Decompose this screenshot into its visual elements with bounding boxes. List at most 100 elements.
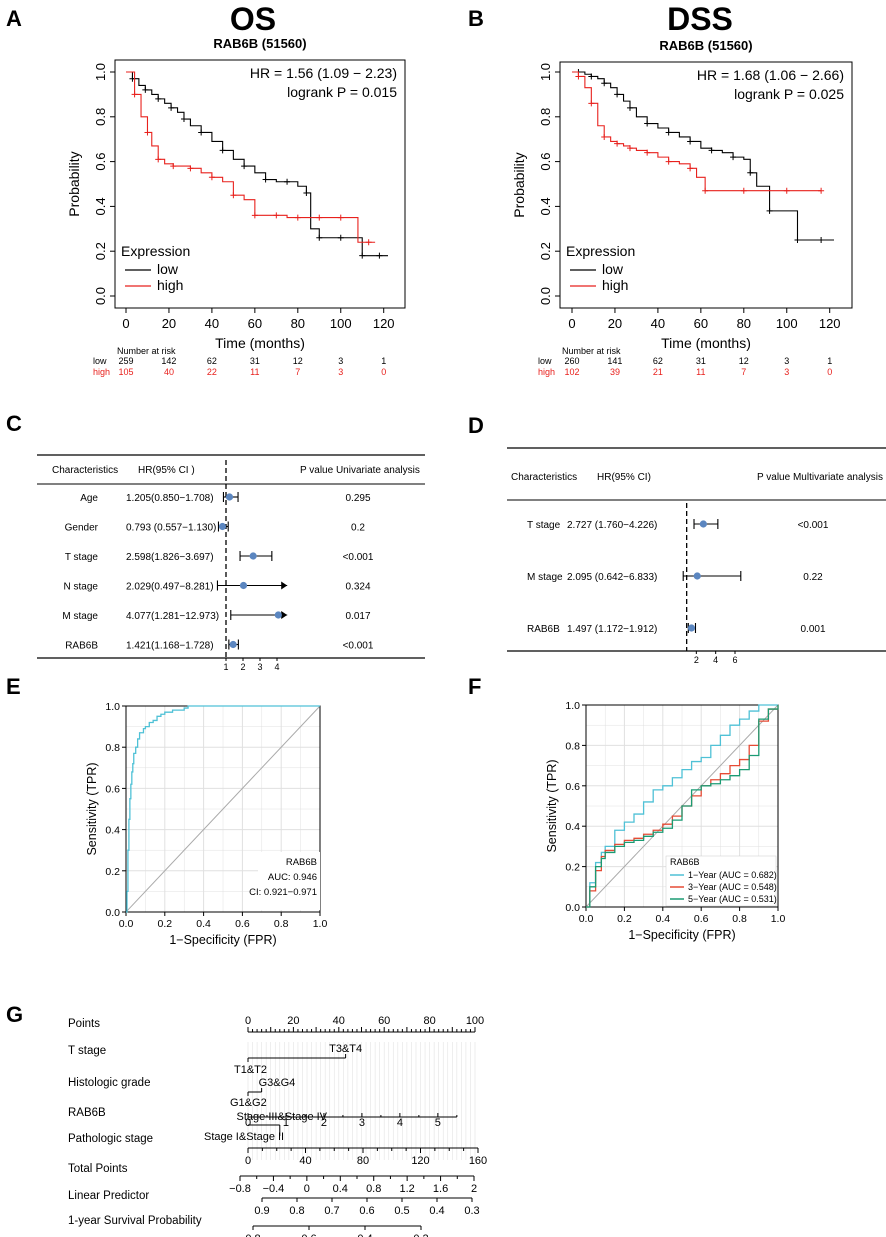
- risk-count-low: 62: [207, 356, 217, 366]
- censor-mark-low: [219, 147, 226, 154]
- y-tick-label: 0.8: [105, 742, 120, 754]
- surv-1yr-tick-label: 0.5: [394, 1205, 409, 1217]
- risk-table-header: Number at risk: [117, 346, 176, 356]
- censor-mark-low: [198, 129, 205, 136]
- row-p-value: 0.2: [351, 523, 365, 534]
- points-tick-label: 40: [333, 1015, 345, 1027]
- dss-main-title: DSS: [667, 1, 733, 37]
- nomogram-row-label: RAB6B: [68, 1107, 106, 1119]
- censor-mark-high: [316, 214, 323, 221]
- censor-mark-low: [794, 237, 801, 243]
- x-tick-label: 120: [819, 316, 841, 331]
- panel-letter-b: B: [468, 6, 484, 31]
- x-tick-label: 80: [737, 316, 751, 331]
- row-p-value: 0.22: [803, 572, 823, 583]
- row-name: RAB6B: [527, 624, 560, 635]
- y-tick-label: 1.0: [93, 63, 108, 81]
- censor-mark-low: [303, 189, 310, 196]
- row-p-value: 0.295: [345, 493, 370, 504]
- x-axis-label: 1−Specificity (FPR): [628, 928, 735, 942]
- surv-1yr-tick-label: 0.3: [464, 1205, 479, 1217]
- surv-3yr-tick-label: 0.4: [357, 1233, 372, 1237]
- censor-mark-high: [740, 187, 747, 194]
- total-points-tick-label: 120: [411, 1155, 429, 1167]
- x-tick-label: 20: [608, 316, 622, 331]
- y-tick-label: 0.6: [538, 153, 553, 171]
- censor-mark-low: [665, 129, 672, 136]
- total-points-tick-label: 80: [357, 1155, 369, 1167]
- y-tick-label: 0.6: [105, 783, 120, 795]
- points-tick-label: 60: [378, 1015, 390, 1027]
- x-tick-label: 60: [248, 316, 262, 331]
- axis-tick-label: 6: [732, 655, 737, 665]
- nomogram-row-label: Histologic grade: [68, 1077, 150, 1089]
- hr-point: [693, 572, 701, 580]
- risk-count-high: 40: [164, 367, 174, 377]
- y-tick-label: 0.0: [538, 287, 553, 305]
- censor-mark-high: [294, 214, 301, 221]
- surv-1yr-tick-label: 0.9: [254, 1205, 269, 1217]
- risk-count-high: 11: [696, 367, 705, 377]
- os-main-title: OS: [230, 1, 276, 37]
- risk-count-low: 1: [827, 356, 832, 366]
- censor-mark-low: [142, 86, 149, 93]
- censor-mark-high: [365, 239, 372, 246]
- linear-predictor-tick-label: 2: [471, 1183, 477, 1195]
- censor-mark-high: [687, 165, 694, 172]
- x-tick-label: 40: [205, 316, 219, 331]
- legend-label: high: [602, 277, 628, 293]
- risk-count-high: 22: [207, 367, 217, 377]
- risk-count-high: 3: [338, 367, 343, 377]
- row-hr-text: 2.029(0.497−8.281): [126, 582, 214, 593]
- surv-1yr-tick-label: 0.7: [324, 1205, 339, 1217]
- censor-mark-low: [730, 154, 737, 161]
- x-tick-label: 80: [291, 316, 305, 331]
- total-points-tick-label: 160: [469, 1155, 487, 1167]
- forest-plot-multivariate: Characteristics HR(95% CI) P value Multiva…: [507, 447, 886, 665]
- legend-label: high: [157, 277, 183, 293]
- y-tick-label: 1.0: [105, 701, 120, 713]
- y-tick-label: 0.4: [105, 825, 120, 837]
- censor-mark-low: [284, 178, 291, 185]
- legend-title: Expression: [566, 243, 635, 259]
- axis-tick-label: 1: [223, 662, 228, 672]
- panel-letter-g: G: [6, 1002, 23, 1027]
- x-axis-label: Time (months): [661, 335, 751, 351]
- surv-3yr-tick-label: 0.2: [413, 1233, 428, 1237]
- censor-mark-high: [170, 163, 177, 170]
- km-title: RAB6B (51560): [213, 36, 306, 51]
- header-hr: HR(95% CI): [597, 472, 651, 483]
- logrank-p-text: logrank P = 0.025: [734, 86, 844, 102]
- risk-count-low: 31: [250, 356, 260, 366]
- nomogram-row-label: T stage: [68, 1045, 106, 1057]
- axis-tick-label: 4: [713, 655, 718, 665]
- x-axis-label: 1−Specificity (FPR): [169, 933, 276, 947]
- x-tick-label: 0.0: [119, 918, 134, 930]
- hr-point: [274, 611, 282, 619]
- row-p-value: <0.001: [343, 641, 374, 652]
- row-hr-text: 2.095 (0.642−6.833): [567, 572, 657, 583]
- legend-text: AUC: 0.946: [268, 872, 317, 883]
- censor-mark-high: [575, 73, 582, 80]
- row-hr-text: 2.727 (1.760−4.226): [567, 520, 657, 531]
- censor-mark-low: [168, 104, 175, 111]
- censor-mark-high: [588, 100, 595, 107]
- hr-point: [218, 522, 227, 531]
- header-p-value: P value Multivariate analysis: [757, 472, 883, 483]
- censor-mark-low: [747, 169, 754, 176]
- row-p-value: 0.001: [800, 624, 825, 635]
- y-axis-label: Sensitivity (TPR): [545, 759, 559, 852]
- y-tick-label: 1.0: [565, 700, 580, 712]
- x-tick-label: 0.6: [235, 918, 250, 930]
- censor-mark-low: [708, 147, 715, 154]
- linear-predictor-tick-label: −0.4: [263, 1183, 285, 1195]
- row-name: RAB6B: [65, 641, 98, 652]
- rab6b-tick-label: 4: [397, 1117, 403, 1129]
- survival-curve-high: [572, 71, 822, 192]
- y-tick-label: 0.6: [93, 153, 108, 171]
- histologic-label-high: G3&G4: [259, 1077, 296, 1089]
- y-tick-label: 0.0: [105, 907, 120, 919]
- row-name: Age: [80, 493, 98, 504]
- axis-tick-label: 3: [257, 662, 262, 672]
